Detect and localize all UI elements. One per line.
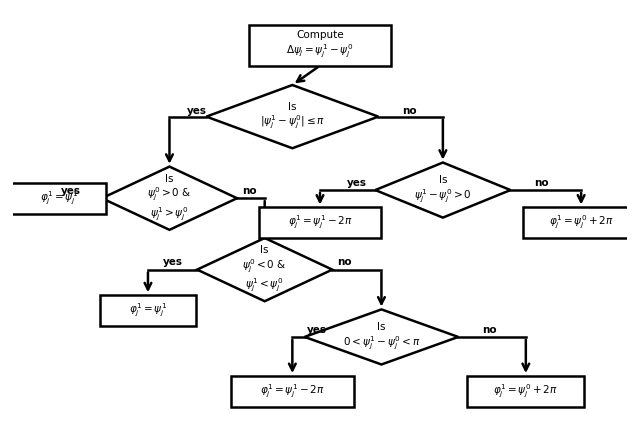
- FancyBboxPatch shape: [12, 183, 106, 213]
- Text: $\varphi_j^1 = \psi_j^0 + 2\pi$: $\varphi_j^1 = \psi_j^0 + 2\pi$: [493, 382, 558, 400]
- Text: no: no: [242, 186, 257, 196]
- Text: Compute
$\Delta\psi_j = \psi_j^1 - \psi_j^0$: Compute $\Delta\psi_j = \psi_j^1 - \psi_…: [286, 30, 354, 60]
- Polygon shape: [197, 238, 332, 301]
- Text: no: no: [482, 325, 496, 334]
- Text: yes: yes: [307, 325, 327, 334]
- Text: $\varphi_j^1 = \psi_j^1$: $\varphi_j^1 = \psi_j^1$: [40, 190, 78, 207]
- Polygon shape: [102, 167, 237, 230]
- Text: Is
$0 < \psi_j^1 - \psi_j^0 < \pi$: Is $0 < \psi_j^1 - \psi_j^0 < \pi$: [342, 322, 420, 352]
- Text: yes: yes: [163, 257, 182, 267]
- Text: $\varphi_j^1 = \psi_j^0 + 2\pi$: $\varphi_j^1 = \psi_j^0 + 2\pi$: [548, 214, 614, 231]
- Polygon shape: [206, 85, 378, 148]
- Text: yes: yes: [187, 105, 207, 116]
- Text: yes: yes: [347, 178, 367, 188]
- Text: $\varphi_j^1 = \psi_j^1 - 2\pi$: $\varphi_j^1 = \psi_j^1 - 2\pi$: [260, 382, 325, 400]
- FancyBboxPatch shape: [523, 207, 639, 238]
- Text: $\varphi_j^1 = \psi_j^1$: $\varphi_j^1 = \psi_j^1$: [129, 302, 167, 319]
- Polygon shape: [375, 162, 511, 218]
- Text: no: no: [402, 105, 417, 116]
- FancyBboxPatch shape: [231, 376, 354, 406]
- Text: yes: yes: [61, 186, 81, 196]
- Text: no: no: [534, 178, 548, 188]
- Polygon shape: [305, 309, 458, 365]
- Text: Is
$\psi_j^0 < 0$ &
$\psi_j^1 < \psi_j^0$: Is $\psi_j^0 < 0$ & $\psi_j^1 < \psi_j^0…: [243, 245, 287, 294]
- Text: Is
$|\psi_j^1 - \psi_j^0| \leq \pi$: Is $|\psi_j^1 - \psi_j^0| \leq \pi$: [260, 102, 325, 131]
- Text: $\varphi_j^1 = \psi_j^1 - 2\pi$: $\varphi_j^1 = \psi_j^1 - 2\pi$: [287, 214, 353, 231]
- Text: no: no: [337, 257, 352, 267]
- FancyBboxPatch shape: [250, 25, 390, 65]
- FancyBboxPatch shape: [100, 295, 196, 326]
- FancyBboxPatch shape: [467, 376, 584, 406]
- FancyBboxPatch shape: [259, 207, 381, 238]
- Text: Is
$\psi_j^0 > 0$ &
$\psi_j^1 > \psi_j^0$: Is $\psi_j^0 > 0$ & $\psi_j^1 > \psi_j^0…: [147, 173, 192, 223]
- Text: Is
$\psi_j^1 - \psi_j^0 > 0$: Is $\psi_j^1 - \psi_j^0 > 0$: [414, 175, 472, 205]
